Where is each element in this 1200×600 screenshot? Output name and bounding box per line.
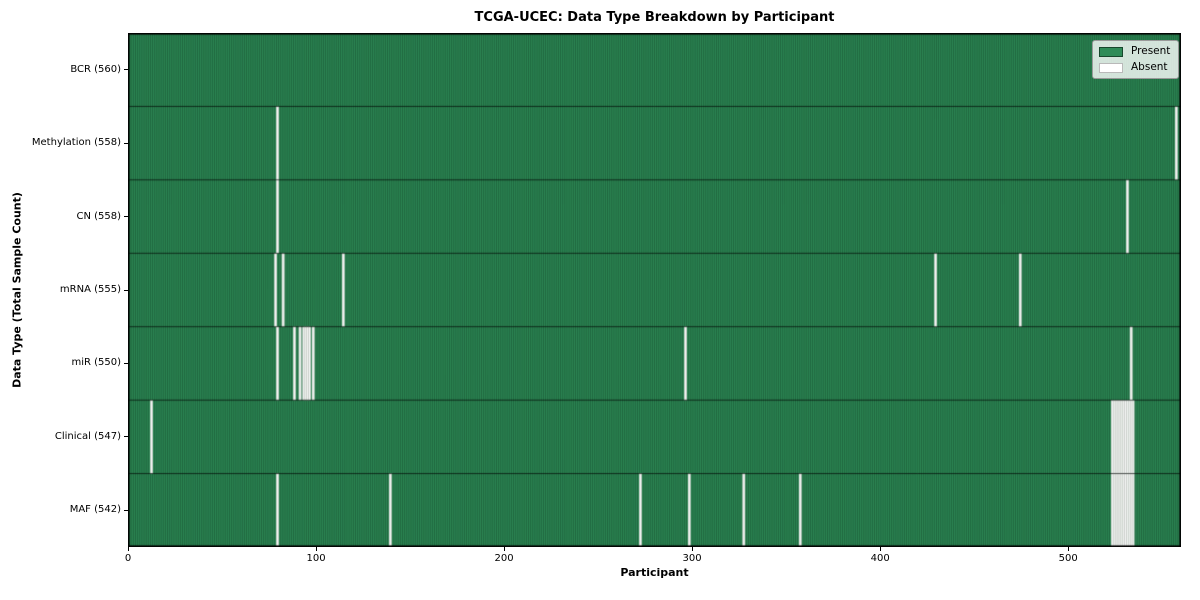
legend: Present Absent: [1092, 40, 1180, 79]
y-tick-label: Clinical (547): [54, 430, 121, 442]
y-tick-label: BCR (560): [70, 63, 121, 75]
x-tick-mark: [503, 547, 505, 551]
y-tick-label: MAF (542): [69, 504, 121, 516]
x-tick-mark: [879, 547, 881, 551]
x-tick-label: 400: [870, 553, 890, 564]
y-tick-label: Methylation (558): [31, 137, 121, 149]
x-tick-mark: [127, 547, 129, 551]
y-tick-label: CN (558): [76, 210, 121, 222]
y-tick-label: mRNA (555): [59, 284, 121, 295]
legend-entry-absent: Absent: [1099, 62, 1170, 73]
y-tick-mark: [124, 362, 128, 364]
x-tick-label: 500: [1058, 553, 1078, 564]
x-tick-label: 0: [124, 553, 132, 564]
y-tick-mark: [124, 142, 128, 144]
y-tick-mark: [124, 216, 128, 218]
legend-entry-present: Present: [1099, 46, 1170, 57]
y-tick-mark: [124, 509, 128, 511]
x-tick-label: 300: [682, 553, 702, 564]
y-tick-label: miR (550): [71, 357, 121, 369]
x-tick-label: 200: [494, 553, 514, 564]
y-tick-mark: [124, 289, 128, 291]
y-axis-title: Data Type (Total Sample Count): [10, 192, 24, 388]
x-tick-label: 100: [306, 553, 326, 564]
heatmap-canvas: [128, 33, 1181, 547]
chart-title: TCGA-UCEC: Data Type Breakdown by Partic…: [474, 10, 835, 25]
legend-label: Absent: [1131, 61, 1168, 73]
x-axis-title: Participant: [620, 566, 689, 579]
legend-label: Present: [1131, 45, 1171, 57]
y-tick-mark: [124, 69, 128, 71]
y-tick-mark: [124, 436, 128, 438]
present-swatch-icon: [1099, 46, 1123, 57]
absent-swatch-icon: [1099, 62, 1123, 73]
x-tick-mark: [1067, 547, 1069, 551]
x-tick-mark: [691, 547, 693, 551]
x-tick-mark: [315, 547, 317, 551]
